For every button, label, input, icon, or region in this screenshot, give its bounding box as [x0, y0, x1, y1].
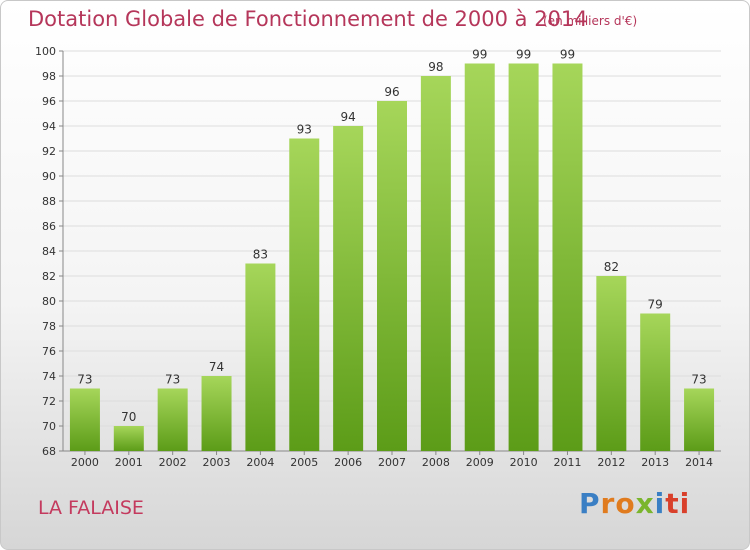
bar-2001 — [113, 426, 144, 451]
bar-2013 — [640, 313, 671, 451]
bar-2008 — [420, 76, 451, 451]
value-label-2014: 73 — [691, 373, 706, 387]
logo-letter: r — [600, 487, 616, 520]
y-tick-label: 74 — [42, 370, 56, 383]
x-tick-label-2009: 2009 — [466, 456, 494, 469]
value-label-2002: 73 — [165, 373, 180, 387]
bar-2009 — [464, 63, 495, 451]
value-label-2010: 99 — [516, 48, 531, 62]
bars — [69, 63, 715, 451]
value-label-2013: 79 — [648, 298, 663, 312]
x-tick-label-2005: 2005 — [290, 456, 318, 469]
y-tick-label: 78 — [42, 320, 56, 333]
bar-2010 — [508, 63, 539, 451]
value-label-2012: 82 — [604, 260, 619, 274]
x-tick-label-2014: 2014 — [685, 456, 713, 469]
bar-2000 — [69, 388, 100, 451]
bar-2003 — [201, 376, 232, 451]
value-label-2000: 73 — [77, 373, 92, 387]
y-tick-label: 80 — [42, 295, 56, 308]
x-tick-label-2010: 2010 — [510, 456, 538, 469]
x-tick-label-2013: 2013 — [641, 456, 669, 469]
y-tick-label: 90 — [42, 170, 56, 183]
x-axis-ticks: 2000 2001 2002 2003 2004 2005 2006 2007 2008 2009… — [71, 451, 713, 469]
commune-name: LA FALAISE — [38, 497, 144, 519]
value-label-2011: 99 — [560, 48, 575, 62]
value-label-2006: 94 — [340, 110, 355, 124]
logo-letter: x — [635, 487, 655, 520]
value-label-2007: 96 — [384, 85, 399, 99]
bar-2002 — [157, 388, 188, 451]
x-tick-label-2000: 2000 — [71, 456, 99, 469]
chart-title: Dotation Globale de Fonctionnement de 20… — [28, 7, 588, 31]
bar-2006 — [333, 126, 364, 451]
value-labels: 73 70 73 74 83 93 94 96 98 99 99 99 82 79 73 — [77, 48, 706, 425]
y-tick-label: 94 — [42, 120, 56, 133]
value-label-2005: 93 — [297, 123, 312, 137]
x-tick-label-2002: 2002 — [159, 456, 187, 469]
value-label-2009: 99 — [472, 48, 487, 62]
proxiti-logo: Proxiti — [579, 487, 690, 520]
value-label-2003: 74 — [209, 360, 224, 374]
y-tick-label: 68 — [42, 445, 56, 458]
y-tick-label: 70 — [42, 420, 56, 433]
value-label-2001: 70 — [121, 410, 136, 424]
logo-letter: i — [654, 487, 666, 520]
y-tick-label: 72 — [42, 395, 56, 408]
y-tick-label: 82 — [42, 270, 56, 283]
y-tick-label: 92 — [42, 145, 56, 158]
x-tick-label-2007: 2007 — [378, 456, 406, 469]
value-label-2004: 83 — [253, 248, 268, 262]
logo-letter: o — [615, 487, 636, 520]
x-tick-label-2008: 2008 — [422, 456, 450, 469]
chart-subtitle: (en milliers d'€) — [543, 14, 638, 28]
bar-2007 — [377, 101, 407, 451]
bar-2012 — [596, 276, 627, 451]
x-tick-label-2004: 2004 — [246, 456, 274, 469]
logo-letter: P — [579, 487, 601, 520]
y-tick-label: 84 — [42, 245, 56, 258]
x-tick-label-2011: 2011 — [553, 456, 581, 469]
y-tick-label: 86 — [42, 220, 56, 233]
bar-2011 — [552, 63, 583, 451]
y-tick-label: 76 — [42, 345, 56, 358]
bar-2005 — [289, 138, 320, 451]
y-tick-label: 96 — [42, 95, 56, 108]
y-tick-label: 100 — [35, 45, 56, 58]
y-tick-label: 98 — [42, 70, 56, 83]
x-tick-label-2012: 2012 — [597, 456, 625, 469]
bar-2014 — [684, 388, 715, 451]
value-label-2008: 98 — [428, 60, 443, 74]
logo-letter: ti — [665, 487, 691, 520]
x-tick-label-2001: 2001 — [115, 456, 143, 469]
bar-2004 — [245, 263, 276, 451]
x-tick-label-2003: 2003 — [203, 456, 231, 469]
y-axis-ticks: 68 70 72 74 76 78 80 82 84 86 88 90 92 94 96 98 100 — [35, 45, 63, 458]
y-tick-label: 88 — [42, 195, 56, 208]
x-tick-label-2006: 2006 — [334, 456, 362, 469]
